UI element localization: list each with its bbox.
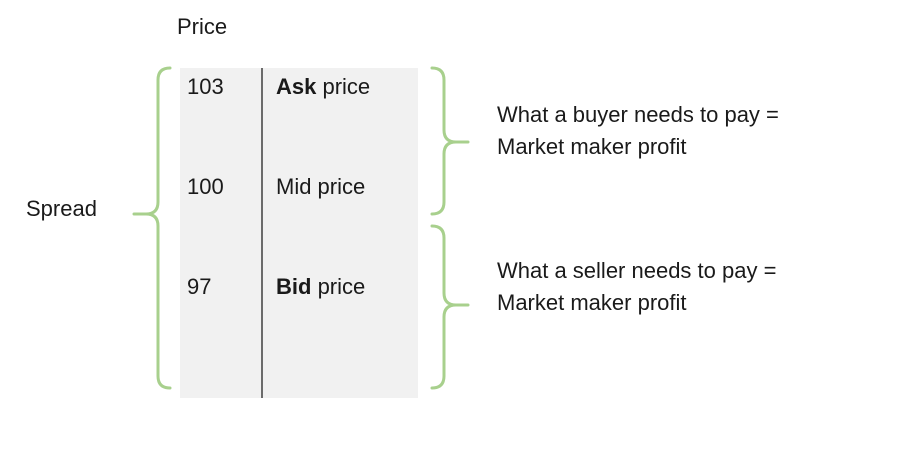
mid-price-label-text: Mid price [276,174,366,199]
price-table [180,68,418,398]
bid-price-label-bold: Bid [276,274,312,299]
bid-price-value: 97 [187,274,212,299]
ask-price-label: Ask price [276,74,370,100]
bid-price-label: Bid price [276,274,365,300]
buyer-brace-icon [430,66,470,216]
ask-price-value: 103 [187,74,224,99]
bid-price-label-rest: price [311,274,366,299]
seller-annotation: What a seller needs to pay = Market make… [497,255,776,319]
mid-price-label: Mid price [276,174,365,200]
price-column-header: Price [177,14,228,39]
ask-price-label-rest: price [316,74,371,99]
mid-price-value: 100 [187,174,224,199]
buyer-annotation-line1: What a buyer needs to pay = [497,102,779,127]
spread-label: Spread [26,196,97,221]
column-divider [261,68,263,398]
seller-annotation-line1: What a seller needs to pay = [497,258,777,283]
seller-brace-icon [430,224,470,390]
buyer-annotation: What a buyer needs to pay = Market maker… [497,99,779,163]
ask-price-label-bold: Ask [276,74,317,99]
buyer-annotation-line2: Market maker profit [497,134,687,159]
seller-annotation-line2: Market maker profit [497,290,687,315]
spread-brace-icon [132,66,172,390]
